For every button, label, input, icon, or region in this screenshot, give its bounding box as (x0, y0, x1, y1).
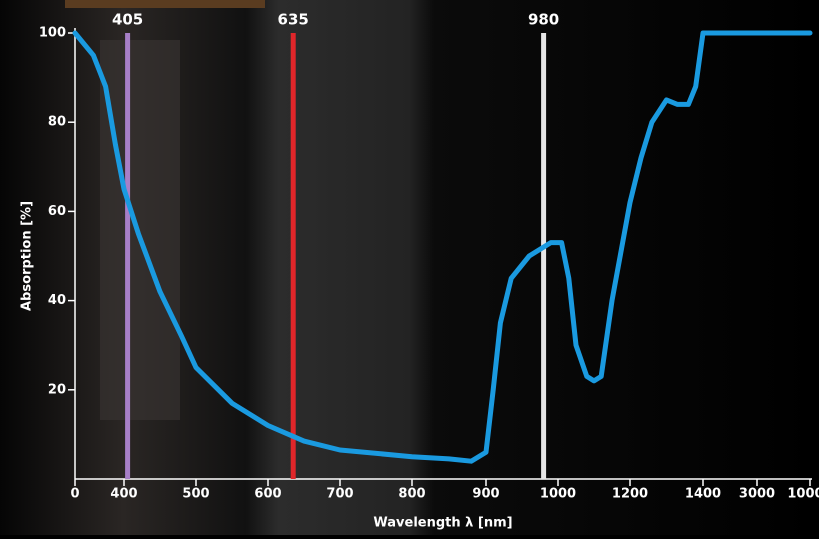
background-detail (65, 0, 265, 8)
x-tick-label: 900 (472, 487, 499, 502)
x-tick-label: 700 (326, 487, 353, 502)
y-tick-label: 80 (48, 115, 66, 130)
y-tick-label: 60 (48, 204, 66, 219)
x-tick-label: 0 (70, 487, 79, 502)
x-tick-label: 400 (110, 487, 137, 502)
x-tick-label: 500 (182, 487, 209, 502)
x-tick-label: 3000 (739, 487, 775, 502)
x-tick-label: 1200 (612, 487, 648, 502)
y-axis-title: Absorption [%] (20, 201, 35, 311)
x-tick-label: 1000 (540, 487, 576, 502)
x-tick-label: 600 (254, 487, 281, 502)
x-tick-label: 1400 (685, 487, 721, 502)
x-tick-label: 800 (398, 487, 425, 502)
wavelength-marker-label: 980 (528, 11, 559, 29)
y-tick-label: 100 (39, 26, 66, 41)
x-tick-label: 10000 (787, 487, 819, 502)
y-tick-label: 20 (48, 382, 66, 397)
series-line (72, 30, 813, 464)
background-detail (100, 40, 180, 420)
x-axis-title: Wavelength λ [nm] (373, 516, 512, 531)
wavelength-marker-label: 635 (278, 11, 309, 29)
wavelength-marker-label: 405 (112, 11, 143, 29)
y-tick-label: 40 (48, 293, 66, 308)
